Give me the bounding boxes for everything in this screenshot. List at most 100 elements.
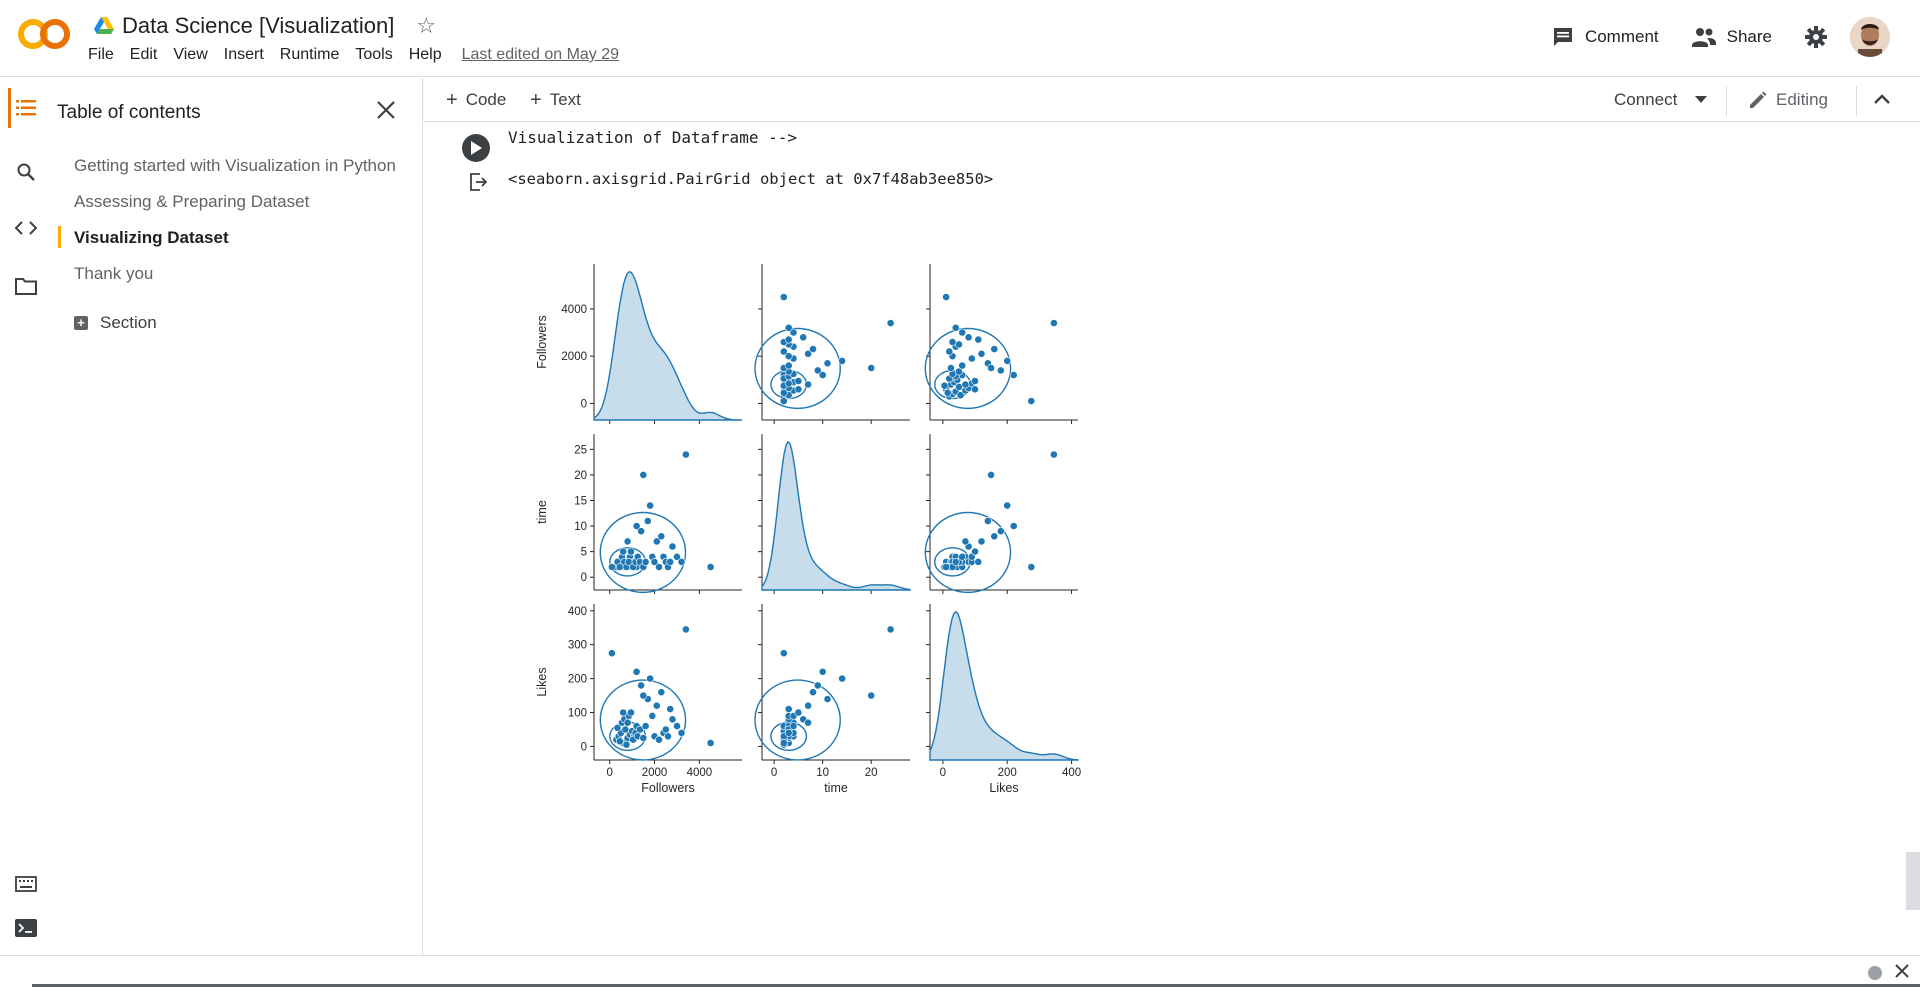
scatter-point (794, 385, 803, 394)
y-tick-label: 4000 (561, 304, 587, 316)
y-tick-label: 300 (568, 640, 587, 652)
x-axis-label: time (824, 781, 848, 795)
scatter-point (948, 338, 957, 346)
y-tick-label: 0 (581, 398, 587, 410)
connect-button[interactable]: Connect (1614, 78, 1708, 122)
scatter-point (804, 701, 812, 710)
scatter-point (627, 708, 635, 717)
comment-button[interactable]: Comment (1551, 25, 1659, 49)
comment-icon (1553, 28, 1572, 46)
play-icon (471, 141, 482, 155)
share-button[interactable]: Share (1691, 26, 1772, 48)
scatter-point (639, 691, 648, 700)
scatter-point (632, 522, 641, 530)
scatter-point (799, 333, 808, 342)
scatter-point (666, 705, 675, 713)
toolbar-divider (1856, 86, 1857, 116)
y-axis-label: Likes (535, 667, 549, 696)
scatter-point (646, 674, 654, 683)
code-snippets-icon[interactable] (14, 216, 38, 240)
scatter-point (779, 739, 788, 747)
scatter-point (1027, 397, 1036, 405)
google-drive-icon[interactable] (94, 17, 114, 35)
scatter-point (867, 364, 876, 372)
toolbar-divider (1726, 86, 1727, 116)
folder-icon[interactable] (14, 274, 38, 298)
scatter-point (961, 380, 970, 389)
menu-runtime[interactable]: Runtime (279, 46, 340, 63)
toc-item-getting-started[interactable]: Getting started with Visualization in Py… (74, 156, 396, 175)
subplot-Likes-vs-time (754, 604, 910, 764)
menu-help[interactable]: Help (408, 46, 442, 63)
menu-file[interactable]: File (88, 46, 114, 63)
terminal-icon[interactable] (14, 916, 38, 940)
scatter-point (1050, 319, 1058, 327)
scatter-point (886, 319, 895, 327)
subplot-Followers-vs-Followers (590, 264, 742, 424)
menu-view[interactable]: View (173, 46, 208, 63)
scatter-point (636, 725, 644, 734)
scatter-point (956, 391, 965, 400)
subplot-Likes-vs-Likes (926, 604, 1079, 764)
scatter-point (650, 557, 659, 566)
close-icon[interactable] (372, 96, 400, 124)
y-tick-label: 5 (581, 547, 587, 559)
toc-icon[interactable] (14, 96, 38, 120)
scatter-point (809, 345, 817, 353)
editing-mode-button[interactable]: Editing (1748, 78, 1828, 122)
cell-output-text: <seaborn.axisgrid.PairGrid object at 0x7… (508, 170, 994, 188)
add-section-button[interactable]: + Section (74, 313, 157, 333)
scatter-point (813, 366, 822, 375)
scatter-point (789, 328, 798, 337)
scatter-point (661, 725, 670, 734)
scatter-point (974, 557, 983, 566)
notebook-toolbar: + Code + Text Connect Editing (424, 78, 1920, 122)
doc-title[interactable]: Data Science [Visualization] (122, 13, 395, 38)
star-icon[interactable]: ☆ (416, 13, 437, 38)
scatter-point (632, 667, 641, 676)
scatter-point (951, 323, 960, 332)
scatter-point (779, 649, 788, 658)
add-code-button[interactable]: + Code (446, 78, 506, 122)
scatter-point (1050, 450, 1058, 459)
editing-label: Editing (1776, 90, 1828, 109)
scatter-point (784, 352, 793, 361)
last-edited-link[interactable]: Last edited on May 29 (461, 46, 620, 63)
scatter-point (971, 385, 979, 394)
scatter-point (1003, 357, 1012, 365)
toc-item-thank-you[interactable]: Thank you (74, 264, 154, 283)
run-cell-button[interactable] (462, 134, 490, 162)
kde-density-time (761, 440, 911, 591)
avatar[interactable] (1850, 17, 1890, 57)
toc-item-assessing[interactable]: Assessing & Preparing Dataset (74, 192, 310, 211)
scatter-point (652, 701, 661, 710)
scatter-point (794, 377, 803, 385)
colab-logo[interactable] (16, 16, 72, 52)
menu-edit[interactable]: Edit (129, 46, 158, 63)
scatter-point (804, 380, 812, 389)
scatter-point (886, 625, 895, 634)
menu-insert[interactable]: Insert (223, 46, 264, 63)
scrollbar-thumb[interactable] (1906, 852, 1920, 910)
output-menu-icon[interactable] (468, 172, 488, 192)
scatter-point (706, 563, 715, 571)
menu-tools[interactable]: Tools (355, 46, 393, 63)
subplot-time-vs-time (758, 434, 911, 594)
x-tick-label: 10 (816, 767, 829, 779)
scatter-point (951, 557, 960, 566)
close-icon[interactable] (1892, 961, 1912, 981)
scatter-point (646, 501, 654, 510)
scatter-point (990, 532, 999, 541)
chevron-up-icon[interactable] (1870, 88, 1894, 112)
command-palette-icon[interactable] (14, 872, 38, 896)
scatter-point (619, 708, 628, 717)
kde-density-Likes (929, 610, 1079, 761)
x-tick-label: 0 (940, 767, 946, 779)
search-icon[interactable] (14, 160, 38, 184)
scatter-point (623, 718, 632, 727)
cell-code[interactable]: Visualization of Dataframe --> (508, 128, 797, 147)
toc-item-visualizing[interactable]: Visualizing Dataset (74, 228, 229, 247)
add-text-button[interactable]: + Text (530, 78, 581, 122)
gear-icon[interactable] (1804, 25, 1828, 49)
